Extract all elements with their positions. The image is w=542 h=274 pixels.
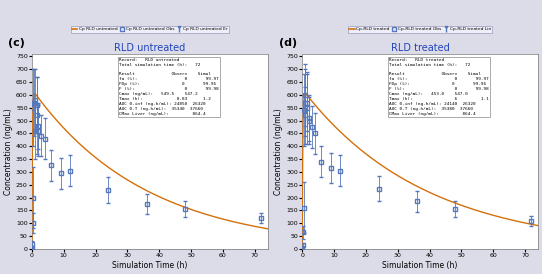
- Title: RLD treated: RLD treated: [391, 43, 449, 53]
- Y-axis label: Concentration (ng/mL): Concentration (ng/mL): [274, 108, 283, 195]
- Text: (d): (d): [279, 38, 296, 48]
- X-axis label: Simulation Time (h): Simulation Time (h): [112, 261, 188, 270]
- X-axis label: Simulation Time (h): Simulation Time (h): [382, 261, 457, 270]
- Y-axis label: Concentration (ng/mL): Concentration (ng/mL): [4, 108, 13, 195]
- Title: RLD untreated: RLD untreated: [114, 43, 185, 53]
- Text: Record:   RLD treated
Total simulation time (h):   72

Result              Obser: Record: RLD treated Total simulation tim…: [389, 58, 489, 116]
- Legend: Cp-RLD treated, Cp-RLD treated Obs, Cp-RLD treated Lin: Cp-RLD treated, Cp-RLD treated Obs, Cp-R…: [348, 26, 492, 33]
- Text: (c): (c): [8, 38, 25, 48]
- Legend: Cp RLD untreated, Cp RLD untreated Obs, Cp RLD untreated Er: Cp RLD untreated, Cp RLD untreated Obs, …: [70, 26, 229, 33]
- Text: Record:   RLD untreated
Total simulation time (h):   72

Result              Obs: Record: RLD untreated Total simulation t…: [119, 58, 219, 116]
